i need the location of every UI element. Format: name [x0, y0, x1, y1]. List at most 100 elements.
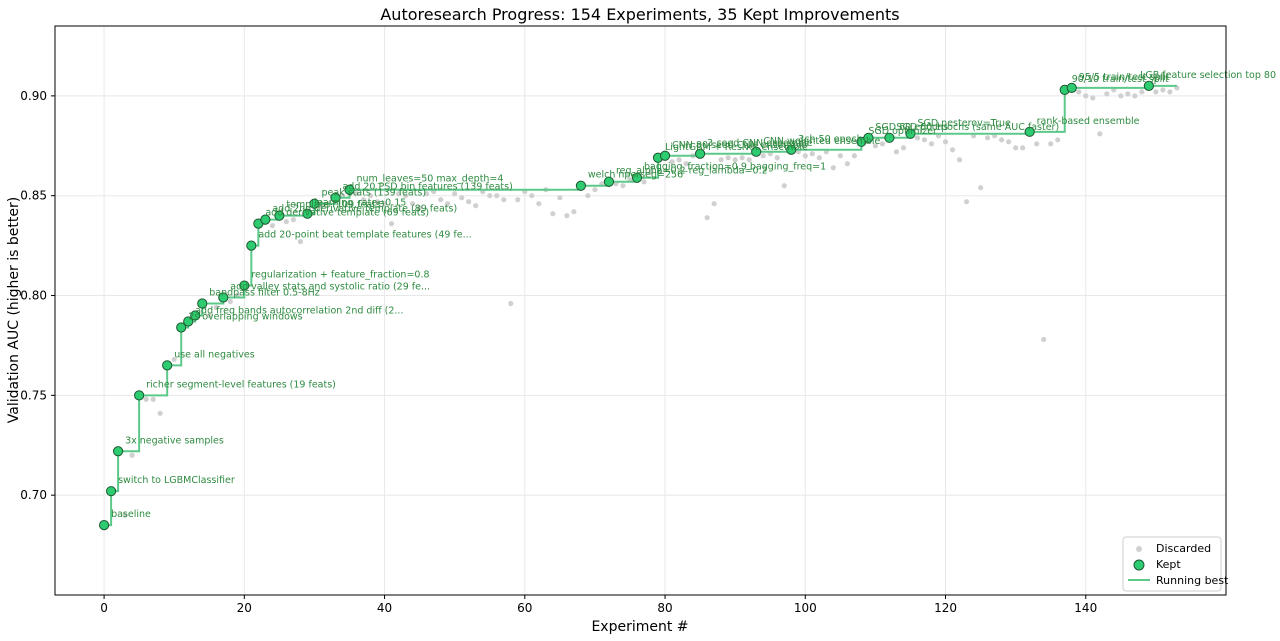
- kept-annotation: 3ch 50 epoch: [798, 134, 862, 145]
- discarded-point: [494, 193, 500, 199]
- kept-annotation: add 20-point beat template features (49 …: [258, 230, 471, 241]
- discarded-point: [374, 199, 381, 205]
- kept-annotation: bandpass filter 0.5-8Hz: [209, 288, 320, 299]
- discarded-point: [1132, 93, 1138, 99]
- discarded-point: [529, 193, 535, 199]
- discarded-point: [466, 199, 472, 205]
- discarded-point: [1076, 89, 1082, 95]
- kept-annotation: add 20 PSD bin features (139 feats): [342, 182, 512, 193]
- discarded-point: [914, 135, 921, 141]
- discarded-point: [388, 221, 395, 227]
- discarded-point: [1139, 89, 1145, 95]
- kept-point: [113, 446, 124, 457]
- kept-point: [1066, 82, 1077, 93]
- discarded-point: [213, 304, 219, 311]
- discarded-point: [1034, 141, 1040, 147]
- discarded-point: [283, 219, 289, 225]
- chart-title: Autoresearch Progress: 154 Experiments, …: [380, 5, 899, 24]
- discarded-point: [1160, 87, 1166, 93]
- kept-annotation: bagging_fraction=0.9 bagging_freq=1: [644, 162, 826, 173]
- kept-point: [162, 360, 173, 371]
- discarded-point: [781, 183, 787, 189]
- kept-point: [190, 310, 201, 321]
- discarded-point: [942, 139, 949, 145]
- discarded-point: [1041, 336, 1047, 343]
- kept-point: [1143, 80, 1154, 91]
- discarded-point: [297, 239, 304, 245]
- discarded-point: [774, 155, 780, 161]
- x-tick-label: 120: [934, 601, 957, 615]
- discarded-point: [452, 191, 458, 197]
- kept-point: [786, 144, 797, 155]
- discarded-point: [473, 203, 479, 209]
- discarded-point: [381, 201, 388, 207]
- y-axis-label: Validation AUC (higher is better): [6, 197, 22, 423]
- discarded-point: [956, 157, 963, 163]
- discarded-point: [676, 157, 682, 163]
- kept-annotation: add freq bands autocorrelation 2nd diff …: [195, 305, 403, 316]
- kept-point: [330, 192, 341, 203]
- legend-discarded-marker: [1136, 546, 1142, 552]
- kept-point: [884, 132, 895, 143]
- discarded-point: [1125, 91, 1131, 97]
- kept-annotation: CNN 80 seed CNN ensemble: [672, 140, 807, 151]
- kept-point: [575, 180, 586, 191]
- discarded-point: [227, 298, 233, 305]
- kept-point: [631, 172, 643, 183]
- kept-point: [176, 322, 187, 333]
- kept-annotation: add 2nd derivative template (89 feats): [272, 204, 457, 215]
- legend: Discarded Kept Running best: [1122, 536, 1229, 592]
- discarded-point: [269, 223, 275, 229]
- discarded-point: [395, 191, 402, 197]
- discarded-point: [150, 396, 156, 402]
- x-tick-label: 100: [794, 601, 817, 615]
- kept-annotation: SGD 60 epochs (same AUC faster): [896, 122, 1059, 133]
- kept-point: [134, 390, 145, 401]
- legend-box: [1122, 536, 1222, 592]
- kept-annotation: CNN weighted ensemble: [763, 136, 880, 147]
- discarded-point: [129, 452, 135, 458]
- kept-point: [309, 198, 320, 209]
- kept-annotation: SGD optimizer: [868, 126, 937, 137]
- discarded-point: [122, 512, 128, 518]
- discarded-point: [571, 209, 577, 215]
- discarded-point: [557, 195, 563, 201]
- kept-annotation: use all negatives: [174, 349, 255, 360]
- discarded-point: [620, 183, 626, 189]
- y-tick-label: 0.90: [20, 89, 47, 103]
- discarded-point: [459, 195, 465, 201]
- discarded-point: [844, 161, 850, 167]
- y-tick-label: 0.70: [20, 488, 47, 502]
- kept-annotations: baseline switch to LGBMClassifier 3x negat…: [111, 70, 1276, 520]
- y-axis-ticks: 0.70 0.75 0.80 0.85 0.90: [20, 89, 55, 502]
- discarded-point: [963, 199, 970, 205]
- discarded-point: [809, 151, 815, 157]
- discarded-point: [171, 356, 177, 363]
- discarded-point: [1167, 89, 1173, 95]
- discarded-point: [879, 141, 886, 147]
- kept-point: [603, 176, 615, 187]
- kept-points: [98, 80, 1154, 531]
- kept-point: [246, 240, 257, 251]
- kept-annotation: 95/5 train/test split: [1079, 72, 1170, 83]
- kept-annotation: SGD 60 epochs: [875, 122, 948, 133]
- kept-annotation: template (109 feats): [286, 200, 384, 211]
- discarded-point: [1048, 141, 1054, 147]
- kept-annotation: regularization + feature_fraction=0.8: [251, 270, 429, 281]
- kept-annotation: add derivative template (69 feats): [265, 208, 429, 219]
- discarded-point: [592, 187, 598, 193]
- kept-annotation: richer segment-level features (19 feats): [146, 379, 336, 390]
- kept-point: [302, 208, 313, 219]
- discarded-point: [1006, 139, 1012, 145]
- discarded-point: [872, 143, 879, 149]
- discarded-point: [1055, 137, 1061, 143]
- kept-annotation: 3-seed CNN ensemble: [707, 138, 813, 149]
- x-tick-label: 40: [377, 601, 392, 615]
- discarded-point: [508, 300, 514, 307]
- discarded-point: [641, 179, 647, 185]
- kept-point: [344, 184, 355, 195]
- discarded-point: [1104, 91, 1110, 97]
- discarded-point: [669, 159, 675, 165]
- discarded-point: [1118, 93, 1124, 99]
- discarded-point: [928, 141, 935, 147]
